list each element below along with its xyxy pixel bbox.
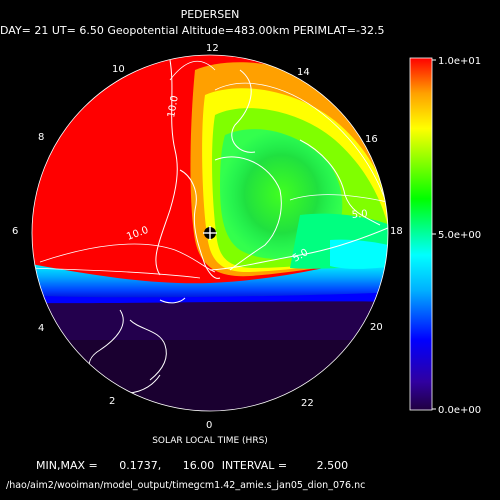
hour-label-0: 0 <box>206 420 212 431</box>
contour-label: 5.0 <box>351 209 368 221</box>
contour-label: 10.0 <box>166 95 181 119</box>
hour-label-2: 2 <box>109 396 115 407</box>
hour-label-10: 10 <box>112 64 125 75</box>
hour-label-22: 22 <box>301 398 314 409</box>
interval-value: 2.500 <box>316 459 349 472</box>
max-value: 16.00 <box>182 459 215 472</box>
hour-label-16: 16 <box>365 134 378 145</box>
hour-label-8: 8 <box>38 132 44 143</box>
plot-title: PEDERSEN <box>180 8 240 21</box>
hour-label-6: 6 <box>12 226 18 237</box>
stats-line: MIN,MAX = 0.1737, 16.00 INTERVAL = 2.500 <box>36 459 348 472</box>
hour-label-12: 12 <box>206 43 219 54</box>
colorbar-min-label: 0.0e+00 <box>438 405 481 416</box>
min-value: 0.1737, <box>119 459 162 472</box>
hour-label-20: 20 <box>370 322 383 333</box>
colorbar-mid-label: 5.0e+00 <box>438 230 481 241</box>
plot-subtitle: DAY= 21 UT= 6.50 Geopotential Altitude=4… <box>0 24 385 37</box>
file-path: /hao/aim2/wooiman/model_output/timegcm1.… <box>6 480 366 491</box>
colorbar-max-label: 1.0e+01 <box>438 56 481 67</box>
pole-marker <box>203 226 217 240</box>
interval-label: INTERVAL = <box>221 459 288 472</box>
hour-label-18: 18 <box>390 226 403 237</box>
transition-band <box>32 250 388 301</box>
colorbar <box>409 57 433 411</box>
polar-field <box>32 55 388 411</box>
hour-label-14: 14 <box>297 67 310 78</box>
minmax-label: MIN,MAX = <box>36 459 98 472</box>
x-axis-label: SOLAR LOCAL TIME (HRS) <box>152 436 268 446</box>
disk-boundary <box>31 54 389 412</box>
coastlines <box>88 59 388 394</box>
hour-label-4: 4 <box>38 323 44 334</box>
